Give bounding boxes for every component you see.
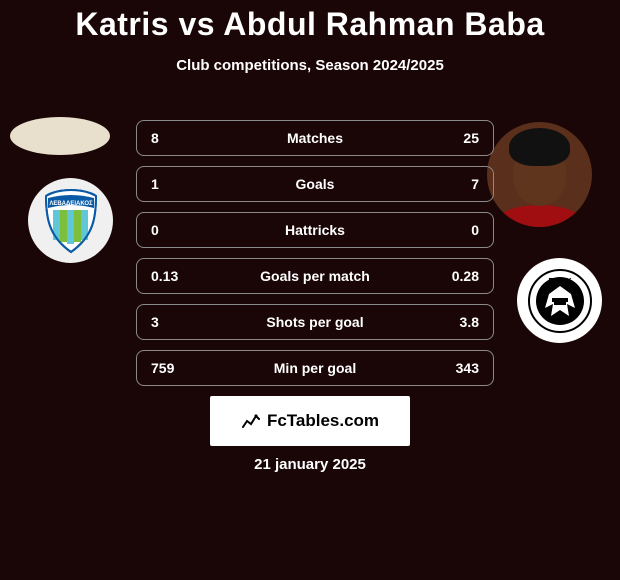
stat-right-value: 7 [419, 176, 479, 192]
date-label: 21 january 2025 [0, 456, 620, 473]
branding-badge: FcTables.com [210, 396, 410, 446]
page-title: Katris vs Abdul Rahman Baba [0, 0, 620, 43]
stat-left-value: 3 [151, 314, 211, 330]
stat-label: Matches [211, 130, 419, 146]
avatar-placeholder-icon [10, 117, 110, 155]
avatar-hair-icon [509, 128, 570, 166]
player-right-club-badge: ΠΑΟΚ [517, 258, 602, 343]
stat-right-value: 3.8 [419, 314, 479, 330]
stat-left-value: 1 [151, 176, 211, 192]
stat-right-value: 25 [419, 130, 479, 146]
stat-row: 0 Hattricks 0 [136, 212, 494, 248]
levadiakos-crest-icon: ΛΕΒΑΔΕΙΑΚΟΣ [36, 186, 106, 256]
comparison-card: Katris vs Abdul Rahman Baba Club competi… [0, 0, 620, 580]
stat-row: 0.13 Goals per match 0.28 [136, 258, 494, 294]
player-left-club-badge: ΛΕΒΑΔΕΙΑΚΟΣ [28, 178, 113, 263]
stat-left-value: 759 [151, 360, 211, 376]
stat-right-value: 0 [419, 222, 479, 238]
stat-label: Goals per match [211, 268, 419, 284]
stat-row: 1 Goals 7 [136, 166, 494, 202]
stat-label: Goals [211, 176, 419, 192]
svg-text:ΛΕΒΑΔΕΙΑΚΟΣ: ΛΕΒΑΔΕΙΑΚΟΣ [49, 201, 93, 207]
svg-text:ΠΑΟΚ: ΠΑΟΚ [548, 277, 572, 286]
stats-table: 8 Matches 25 1 Goals 7 0 Hattricks 0 0.1… [136, 120, 494, 396]
stat-label: Shots per goal [211, 314, 419, 330]
stat-left-value: 0 [151, 222, 211, 238]
stat-label: Min per goal [211, 360, 419, 376]
stat-row: 759 Min per goal 343 [136, 350, 494, 386]
fctables-logo-icon [241, 411, 261, 431]
stat-right-value: 0.28 [419, 268, 479, 284]
branding-text: FcTables.com [267, 411, 379, 431]
stat-row: 8 Matches 25 [136, 120, 494, 156]
stat-left-value: 0.13 [151, 268, 211, 284]
avatar-shirt-icon [499, 205, 580, 227]
player-right-avatar [487, 122, 592, 227]
stat-right-value: 343 [419, 360, 479, 376]
stat-left-value: 8 [151, 130, 211, 146]
stat-row: 3 Shots per goal 3.8 [136, 304, 494, 340]
page-subtitle: Club competitions, Season 2024/2025 [0, 57, 620, 74]
paok-crest-icon: ΠΑΟΚ [527, 268, 593, 334]
stat-label: Hattricks [211, 222, 419, 238]
